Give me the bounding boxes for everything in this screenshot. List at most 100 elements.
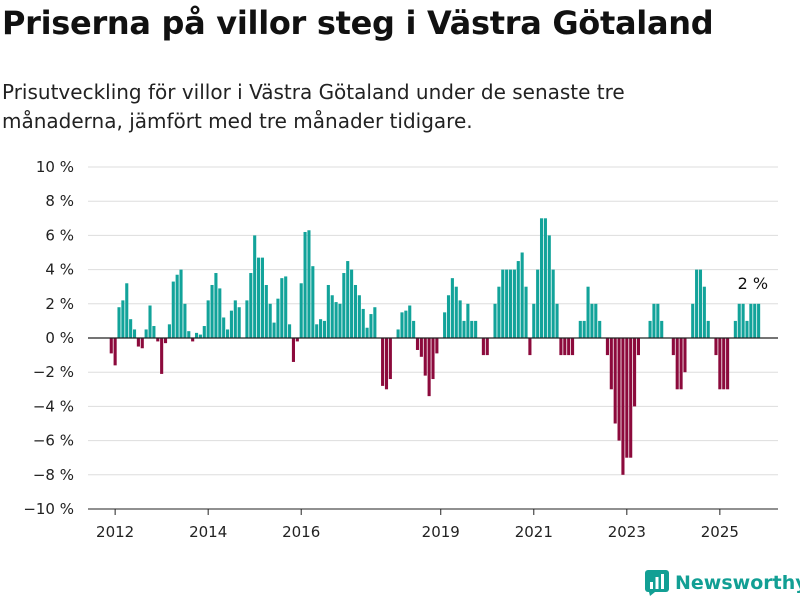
y-tick-label: 6 % <box>45 226 74 244</box>
x-axis-ticks: 2012 2014 2016 2019 2021 2023 2025 <box>96 509 739 541</box>
bar <box>718 338 722 390</box>
bar <box>454 286 458 338</box>
bar <box>660 320 664 338</box>
y-tick-label: 4 % <box>45 261 74 279</box>
bar <box>563 338 567 356</box>
bar <box>559 338 563 356</box>
bar <box>508 269 513 338</box>
bar <box>695 269 699 338</box>
bar <box>117 307 121 338</box>
bar <box>140 338 144 349</box>
bar <box>497 286 501 338</box>
bar <box>722 338 726 390</box>
bar <box>679 338 683 390</box>
bar <box>412 320 416 338</box>
bar <box>629 338 633 458</box>
y-tick-label: −8 % <box>33 466 74 484</box>
bar <box>415 338 420 350</box>
bar <box>268 303 272 338</box>
bar <box>427 338 431 397</box>
bar <box>408 305 412 338</box>
bar <box>578 320 582 338</box>
bar <box>218 288 222 338</box>
bar <box>532 303 536 338</box>
bar <box>466 303 470 338</box>
bar <box>121 300 125 338</box>
x-tick-label: 2016 <box>282 523 320 541</box>
bar <box>474 320 478 338</box>
bar <box>621 338 625 475</box>
bar <box>109 338 113 354</box>
bar-chart-logo-icon <box>645 570 669 596</box>
bar <box>617 338 621 441</box>
bar <box>571 338 575 356</box>
bar <box>257 257 261 338</box>
x-tick-label: 2021 <box>515 523 553 541</box>
bar <box>435 338 439 354</box>
bar <box>132 329 137 338</box>
bar <box>458 300 462 338</box>
bar <box>260 257 264 338</box>
bar <box>222 317 226 338</box>
bar <box>226 329 230 338</box>
bar <box>152 326 156 338</box>
bar <box>404 310 408 338</box>
bar <box>167 324 171 338</box>
bar <box>388 338 392 380</box>
bar <box>745 320 749 338</box>
bar <box>520 252 524 338</box>
bar <box>683 338 687 373</box>
bar <box>753 303 757 338</box>
bar <box>501 269 505 338</box>
bar <box>505 269 509 338</box>
bar <box>342 273 346 338</box>
bar <box>365 327 369 338</box>
bar <box>613 338 617 424</box>
bar <box>338 303 342 338</box>
bar <box>737 303 741 338</box>
bar <box>253 235 257 338</box>
bar <box>493 303 497 338</box>
bar <box>528 338 532 356</box>
bar <box>307 230 311 338</box>
bar <box>373 307 377 338</box>
bar <box>319 319 323 338</box>
x-tick-label: 2023 <box>608 523 646 541</box>
bar <box>381 338 385 386</box>
bar <box>450 278 454 338</box>
x-tick-label: 2012 <box>96 523 134 541</box>
y-tick-label: 0 % <box>45 329 74 347</box>
bar <box>726 338 730 390</box>
latest-value-label: 2 % <box>738 274 768 293</box>
bar <box>353 284 358 338</box>
chart-title: Priserna på villor steg i Västra Götalan… <box>2 4 714 42</box>
bar <box>113 338 117 366</box>
bar <box>551 269 555 338</box>
bar <box>594 303 598 338</box>
bar <box>148 305 152 338</box>
bar <box>586 286 590 338</box>
bar <box>749 303 753 338</box>
bar <box>431 338 435 380</box>
bar <box>179 269 183 338</box>
bar <box>706 320 710 338</box>
bar <box>299 283 303 338</box>
bar <box>191 338 195 342</box>
y-tick-label: −6 % <box>33 432 74 450</box>
bar <box>671 338 675 356</box>
x-tick-label: 2025 <box>701 523 739 541</box>
bars <box>109 218 761 475</box>
bar <box>237 307 241 338</box>
bar <box>481 338 485 356</box>
bar <box>233 300 237 338</box>
bar <box>276 298 280 338</box>
bar <box>625 338 629 458</box>
bar <box>516 261 520 338</box>
bar <box>129 319 133 338</box>
bar <box>272 322 276 338</box>
bar <box>590 303 594 338</box>
bar <box>512 269 516 338</box>
bar <box>485 338 489 356</box>
bar <box>288 324 292 338</box>
y-tick-label: −4 % <box>33 397 74 415</box>
